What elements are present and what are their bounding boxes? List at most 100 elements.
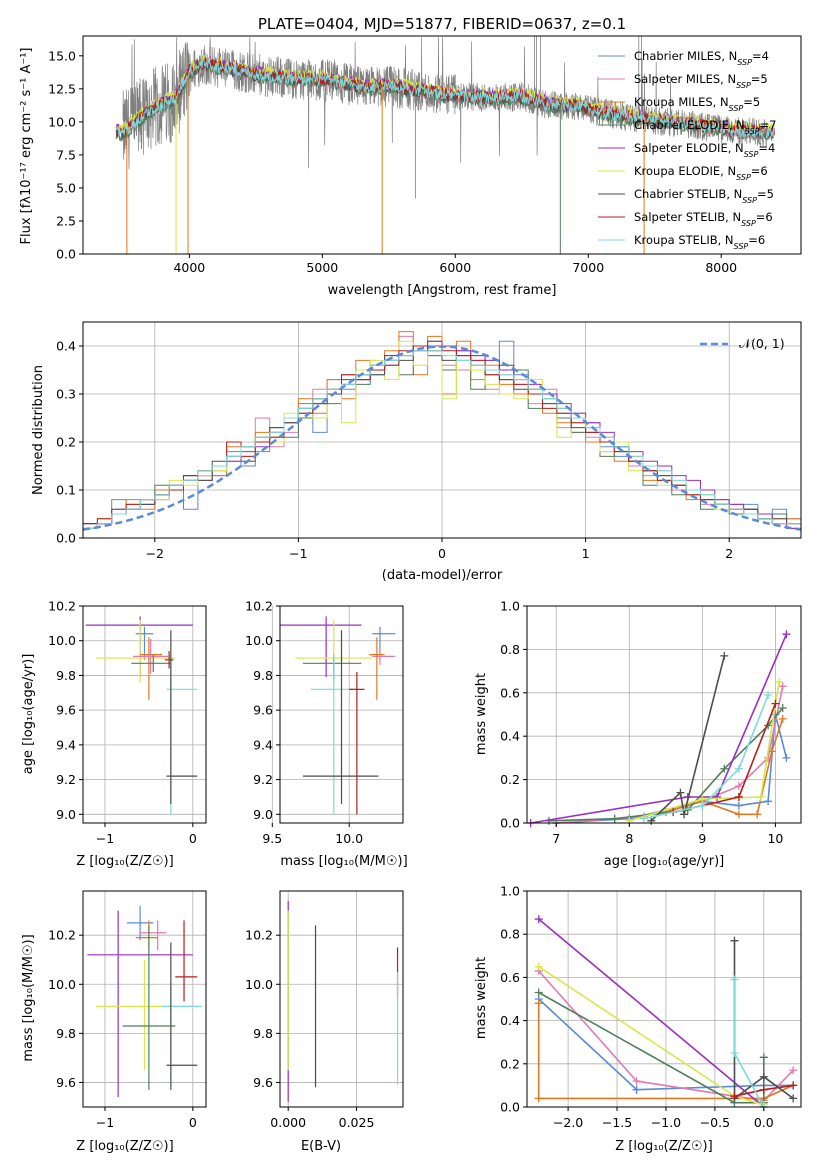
xtick-label: 1 (582, 546, 590, 561)
histogram-ylabel: Normed distribution (31, 365, 46, 495)
legend-label: Kroupa STELIB, NSSP=6 (634, 233, 765, 251)
legend-label: Chabrier ELODIE, NSSP=7 (634, 118, 776, 136)
histogram-plot-area (82, 331, 802, 538)
xtick-label: −1 (96, 1115, 114, 1130)
legend-label: Kroupa ELODIE, NSSP=6 (634, 164, 768, 182)
xtick-label: 9.5 (262, 831, 282, 846)
ytick-label: 2.5 (56, 213, 76, 228)
xtick-label: −2.0 (553, 1115, 583, 1130)
normal-curve-legend-label: 𝒩(0, 1) (739, 336, 785, 351)
weight-vs-Z-panel: −2.0 −1.5 −1.0 −0.5 0.0 0.0 0.2 0.4 0.6 0.8 1.0 (500, 884, 802, 1130)
weight-marker (534, 988, 543, 997)
panel-frame (279, 605, 404, 824)
ytick-label: 9.8 (56, 668, 76, 683)
weight-marker (778, 714, 787, 723)
spectrum-yticks: 0.0 2.5 5.0 7.5 10.0 12.5 15.0 (48, 48, 83, 262)
spectrum-xlabel: wavelength [Angstrom, rest frame] (328, 283, 557, 298)
xtick-label: 0.0 (754, 1115, 774, 1130)
weight-marker (680, 810, 689, 819)
histogram-xlabel: (data-model)/error (382, 568, 503, 583)
weight-marker (734, 792, 743, 801)
spectrum-panel: 4000 5000 6000 7000 8000 0.0 2.5 5.0 7.5 10.0 12.… (19, 35, 802, 298)
histogram-yticks: 0.0 0.1 0.2 0.3 0.4 (56, 339, 83, 546)
weight-marker (778, 703, 787, 712)
weight-marker (734, 801, 743, 810)
ytick-label: 0.3 (56, 387, 76, 402)
ytick-label: 0.4 (500, 1013, 520, 1028)
ytick-label: 1.0 (500, 884, 520, 899)
ytick-label: 10.2 (245, 599, 273, 614)
weight-marker (534, 999, 543, 1008)
xtick-label: 2 (725, 546, 733, 561)
weight-marker (534, 915, 543, 924)
weight-marker (771, 699, 780, 708)
xtick-label: −0.5 (700, 1115, 730, 1130)
weight-marker (767, 747, 776, 756)
mE-xlabel: E(B-V) (301, 1139, 341, 1154)
ytick-label: 0.2 (56, 435, 76, 450)
ytick-label: 9.6 (56, 1075, 76, 1090)
weight-line-chabrier-miles (556, 714, 788, 824)
xtick-label: 4000 (173, 260, 205, 275)
panel-frame (526, 890, 802, 1108)
panel-frame (82, 605, 207, 824)
weight-marker (730, 1049, 739, 1057)
weight-marker (534, 962, 543, 971)
ytick-label: 9.6 (56, 703, 76, 718)
age-vs-mass-panel: 9.5 10.0 9.0 9.2 9.4 9.6 9.8 10.0 10.2 (245, 599, 404, 846)
xtick-label: 0 (189, 831, 197, 846)
xtick-label: 7 (552, 831, 560, 846)
ytick-label: 0.6 (500, 685, 520, 700)
weight-marker (720, 651, 729, 660)
weight-line-salpeter-elodie (538, 918, 765, 1108)
legend-label: Salpeter ELODIE, NSSP=4 (634, 141, 775, 159)
weight-marker (610, 814, 619, 823)
ytick-label: 10.0 (245, 977, 273, 992)
xtick-label: 7000 (572, 260, 604, 275)
histogram-legend: 𝒩(0, 1) (700, 336, 785, 351)
ytick-label: 9.6 (253, 1075, 273, 1090)
xtick-label: 0 (189, 1115, 197, 1130)
ytick-label: 12.5 (48, 81, 76, 96)
weight-line-salpeter-elodie (530, 633, 788, 824)
weight-marker (734, 764, 743, 773)
weight-marker (730, 936, 739, 945)
ytick-label: 0.2 (500, 1056, 520, 1071)
xtick-label: −1.5 (602, 1115, 632, 1130)
ytick-label: 0.0 (500, 816, 520, 831)
weight-line-kroupa-stelib (643, 694, 769, 820)
ytick-label: 10.2 (245, 928, 273, 943)
xtick-label: −1.0 (651, 1115, 681, 1130)
ytick-label: 9.2 (253, 772, 273, 787)
model-spectrum-kroupa-stelib (115, 56, 775, 139)
ageZ-ylabel: age [log₁₀(age/yr)] (21, 654, 36, 775)
weight-marker (639, 814, 648, 823)
xtick-label: −1 (289, 546, 307, 561)
weight-marker (778, 682, 787, 691)
weight-marker (632, 1077, 641, 1086)
age-vs-Z-panel: −1 0 9.0 9.2 9.4 9.6 9.8 10.0 10.2 (48, 599, 207, 846)
figure-title: PLATE=0404, MJD=51877, FIBERID=0637, z=0… (258, 15, 626, 33)
ytick-label: 9.0 (253, 807, 273, 822)
weight-marker (775, 677, 784, 686)
weight-line-chabrier-stelib (650, 655, 726, 822)
weight-vs-age-panel: 7 8 9 10 0.0 0.2 0.4 0.6 0.8 1.0 (500, 599, 802, 846)
weight-marker (676, 788, 685, 797)
weight-line-chabrier-elodie (548, 707, 784, 822)
weight-marker (759, 1053, 768, 1062)
ytick-label: 10.0 (48, 977, 76, 992)
weight-marker (698, 801, 707, 810)
weight-marker (734, 782, 743, 791)
ytick-label: 9.4 (56, 737, 76, 752)
weight-marker (712, 792, 721, 801)
weight-marker (730, 975, 739, 984)
histogram-panel: −2 −1 0 1 2 0.0 0.1 0.2 0.3 0.4 (data-model)/err… (31, 321, 802, 583)
weight-line-kroupa-miles (665, 718, 784, 816)
weight-marker (782, 753, 791, 762)
xtick-label: 5000 (306, 260, 338, 275)
spectrum-ylabel: Flux [fλ10⁻¹⁷ erg cm⁻² s⁻¹ A⁻¹] (19, 48, 34, 245)
ytick-label: 9.2 (56, 772, 76, 787)
xtick-label: 8000 (705, 260, 737, 275)
weight-marker (753, 810, 762, 819)
xtick-label: 9 (698, 831, 706, 846)
